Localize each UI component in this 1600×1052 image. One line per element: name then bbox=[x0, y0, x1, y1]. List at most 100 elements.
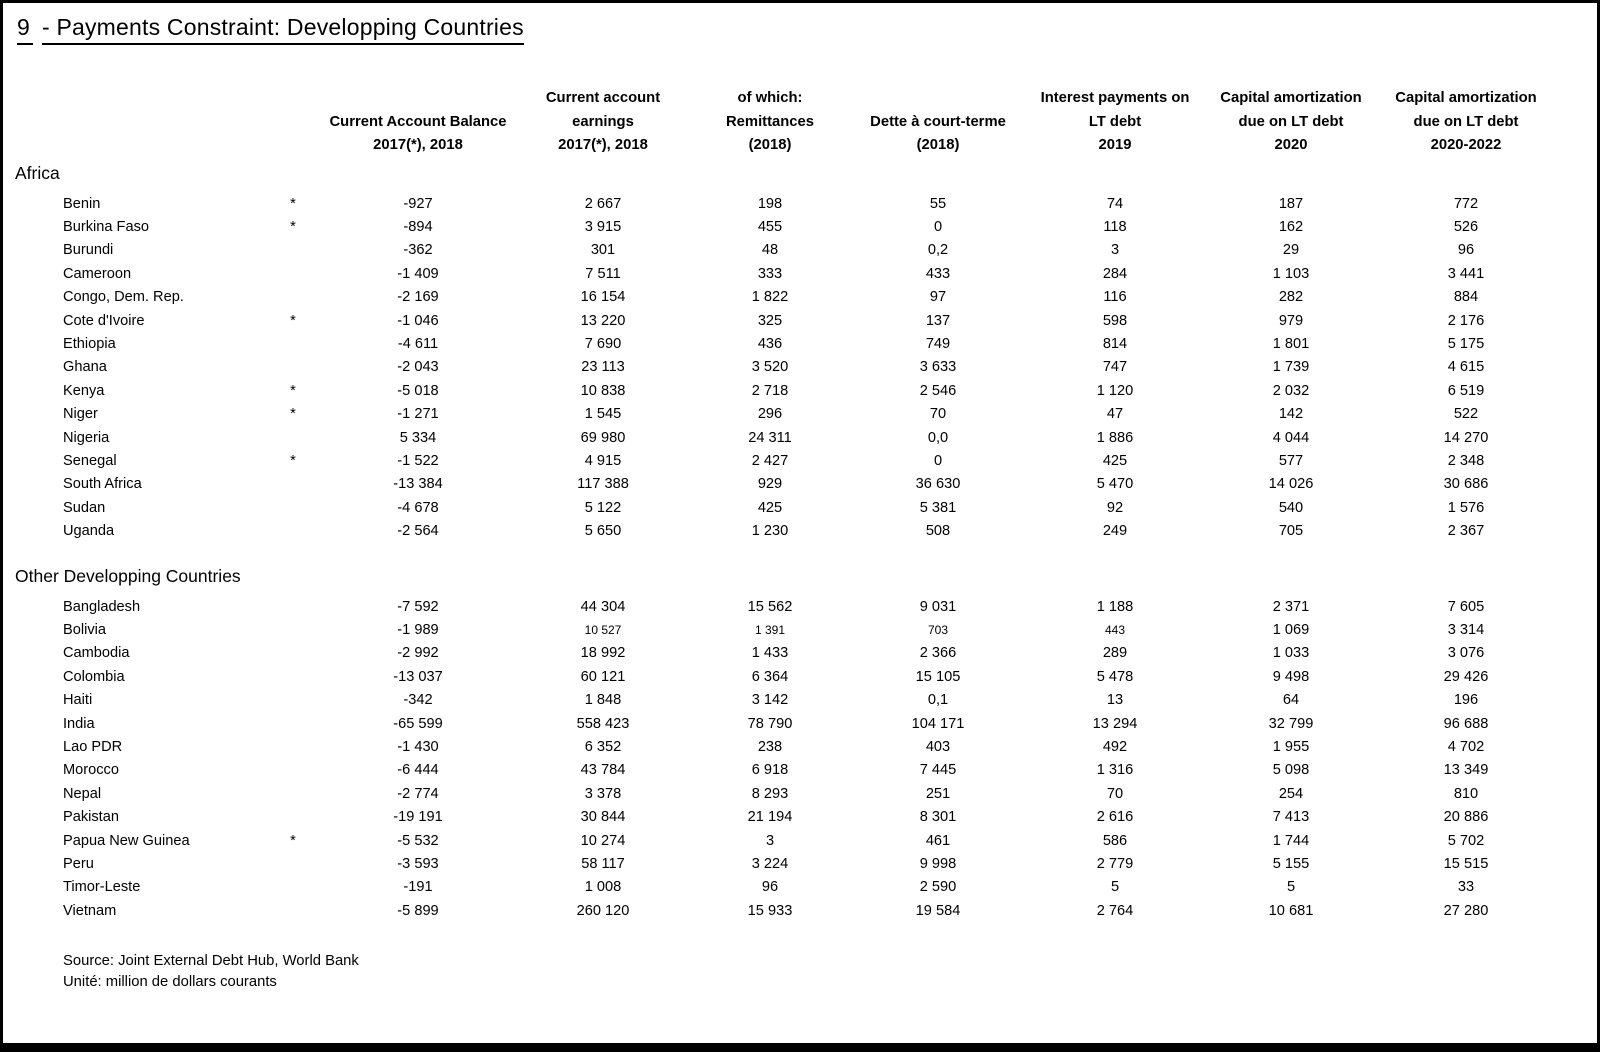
star-cell: * bbox=[290, 452, 296, 469]
value-cell: 7 511 bbox=[585, 265, 621, 282]
value-cell: 1 433 bbox=[751, 645, 789, 662]
value-cell: 4 615 bbox=[1447, 359, 1485, 376]
section-label: Africa bbox=[15, 162, 60, 183]
value-cell: 1 103 bbox=[1272, 265, 1310, 282]
value-cell: 238 bbox=[757, 739, 783, 756]
value-cell: 18 992 bbox=[580, 645, 626, 662]
value-cell: 196 bbox=[1453, 692, 1479, 709]
value-cell: 814 bbox=[1102, 335, 1128, 352]
column-header-current-account-earnings: Current account earnings 2017(*), 2018 bbox=[483, 87, 723, 158]
value-cell: 10 681 bbox=[1268, 902, 1314, 919]
value-cell: 2 546 bbox=[919, 382, 957, 399]
star-cell: * bbox=[290, 195, 296, 212]
header-line: Current account bbox=[545, 90, 661, 106]
header-line: Capital amortization bbox=[1395, 90, 1537, 106]
header-line: Remittances bbox=[726, 113, 814, 130]
value-cell: 425 bbox=[757, 499, 783, 516]
value-cell: 2 371 bbox=[1272, 598, 1310, 615]
value-cell: 4 044 bbox=[1272, 429, 1310, 446]
value-cell: 13 349 bbox=[1443, 762, 1489, 779]
star-cell bbox=[233, 596, 353, 619]
value-cell: 5 bbox=[1286, 879, 1296, 896]
value-cell: 6 352 bbox=[584, 739, 622, 756]
star-cell bbox=[233, 239, 353, 262]
value-cell: -191 bbox=[403, 879, 433, 896]
value-cell: 0,1 bbox=[927, 692, 949, 709]
header-line: Dette à court-terme bbox=[870, 113, 1006, 130]
value-cell: 1 316 bbox=[1096, 762, 1134, 779]
value-cell: 3 378 bbox=[584, 785, 622, 802]
value-cell: 4 702 bbox=[1447, 739, 1485, 756]
country-cell: Haiti bbox=[63, 692, 93, 709]
value-cell: -6 444 bbox=[397, 762, 439, 779]
value-cell: 249 bbox=[1102, 523, 1128, 540]
table-row: Ghana -2 043 23 113 3 520 3 633 747 1 73… bbox=[3, 356, 1597, 379]
value-cell: 24 311 bbox=[748, 429, 792, 446]
value-cell: 55 bbox=[929, 195, 947, 212]
source-note: Source: Joint External Debt Hub, World B… bbox=[63, 953, 359, 970]
star-cell bbox=[233, 520, 353, 543]
table-row: Peru -3 593 58 117 3 224 9 998 2 779 5 1… bbox=[3, 853, 1597, 876]
value-cell: -5 018 bbox=[397, 382, 439, 399]
table-row: Lao PDR -1 430 6 352 238 403 492 1 955 4… bbox=[3, 736, 1597, 759]
column-header-remittances: of which: Remittances (2018) bbox=[723, 87, 817, 158]
country-cell: Cameroon bbox=[63, 265, 132, 282]
value-cell: 2 764 bbox=[1096, 902, 1134, 919]
value-cell: 60 121 bbox=[580, 668, 626, 685]
value-cell: 3 915 bbox=[584, 218, 622, 235]
star-cell bbox=[233, 876, 353, 899]
value-cell: -13 384 bbox=[393, 476, 443, 493]
header-line: 2020 bbox=[1274, 137, 1308, 153]
value-cell: 282 bbox=[1278, 289, 1304, 306]
header-line: (2018) bbox=[916, 137, 960, 153]
header-line: earnings bbox=[572, 113, 634, 130]
table-row: Papua New Guinea * -5 532 10 274 3 461 5… bbox=[3, 830, 1597, 853]
value-cell: -5 532 bbox=[397, 832, 439, 849]
table-footer: Source: Joint External Debt Hub, World B… bbox=[63, 951, 1597, 993]
table-row: Haiti -342 1 848 3 142 0,1 13 64 196 bbox=[3, 689, 1597, 712]
value-cell: -2 169 bbox=[397, 289, 439, 306]
value-cell: 16 154 bbox=[580, 289, 626, 306]
country-cell: Uganda bbox=[63, 523, 115, 540]
value-cell: 1 801 bbox=[1272, 335, 1310, 352]
header-line: of which: bbox=[737, 90, 803, 106]
page-title: 9 - Payments Constraint: Developping Coun… bbox=[17, 14, 1597, 45]
value-cell: 15 562 bbox=[747, 598, 793, 615]
value-cell: 3 bbox=[765, 832, 775, 849]
value-cell: 810 bbox=[1453, 785, 1479, 802]
star-cell bbox=[233, 286, 353, 309]
value-cell: 1 739 bbox=[1272, 359, 1310, 376]
table-row: Sudan -4 678 5 122 425 5 381 92 540 1 57… bbox=[3, 497, 1597, 520]
country-cell: Niger bbox=[63, 406, 98, 423]
value-cell: 32 799 bbox=[1268, 715, 1314, 732]
title-text: - Payments Constraint: Developping Count… bbox=[42, 14, 524, 45]
value-cell: 30 686 bbox=[1443, 476, 1489, 493]
value-cell: -342 bbox=[403, 692, 433, 709]
table-row: Ethiopia -4 611 7 690 436 749 814 1 801 … bbox=[3, 333, 1597, 356]
star-cell bbox=[233, 666, 353, 689]
country-cell: Congo, Dem. Rep. bbox=[63, 289, 184, 306]
value-cell: 3 314 bbox=[1447, 622, 1485, 638]
value-cell: 2 367 bbox=[1447, 523, 1485, 540]
table-row: Senegal * -1 522 4 915 2 427 0 425 577 2… bbox=[3, 450, 1597, 473]
value-cell: 1 576 bbox=[1447, 499, 1485, 516]
column-header-interest-payments: Interest payments on LT debt 2019 bbox=[1041, 87, 1190, 158]
value-cell: 48 bbox=[761, 242, 779, 259]
value-cell: 23 113 bbox=[581, 359, 625, 376]
value-cell: 325 bbox=[757, 312, 783, 329]
value-cell: 187 bbox=[1278, 195, 1304, 212]
country-cell: Kenya bbox=[63, 382, 105, 399]
value-cell: -4 678 bbox=[397, 499, 439, 516]
value-cell: 43 784 bbox=[580, 762, 626, 779]
value-cell: -13 037 bbox=[393, 668, 443, 685]
country-cell: Ethiopia bbox=[63, 335, 116, 352]
country-cell: Colombia bbox=[63, 668, 125, 685]
table-row: Vietnam -5 899 260 120 15 933 19 584 2 7… bbox=[3, 900, 1597, 923]
value-cell: 443 bbox=[1104, 623, 1126, 637]
country-cell: Vietnam bbox=[63, 902, 117, 919]
value-cell: 13 bbox=[1106, 692, 1124, 709]
table-row: India -65 599 558 423 78 790 104 171 13 … bbox=[3, 713, 1597, 736]
value-cell: 96 bbox=[761, 879, 779, 896]
value-cell: 142 bbox=[1278, 406, 1304, 423]
country-cell: Nepal bbox=[63, 785, 102, 802]
